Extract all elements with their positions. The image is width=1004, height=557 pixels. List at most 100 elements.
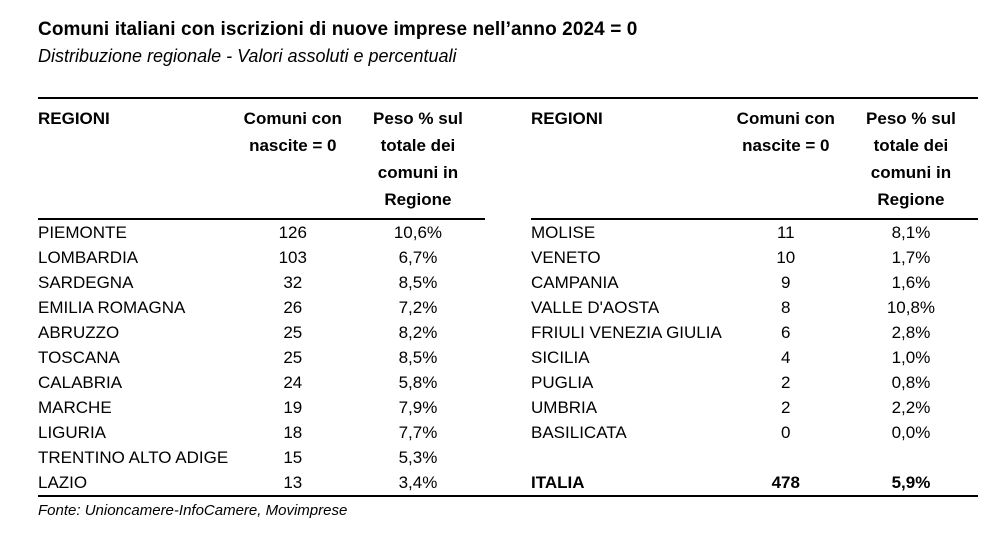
share-cell: 8,1%	[891, 223, 931, 242]
count-cell: 8	[781, 298, 791, 317]
table-total-row: ITALIA 478 5,9%	[531, 470, 978, 495]
table-row: EMILIA ROMAGNA 26 7,2%	[38, 295, 485, 320]
region-cell: MOLISE	[531, 223, 596, 242]
count-cell: 18	[283, 423, 303, 442]
count-cell: 11	[776, 223, 795, 242]
table-row	[531, 445, 978, 470]
table-row: TRENTINO ALTO ADIGE 15 5,3%	[38, 445, 485, 470]
table-row: VALLE D'AOSTA 8 10,8%	[531, 295, 978, 320]
source-note: Fonte: Unioncamere-InfoCamere, Movimpres…	[38, 502, 348, 519]
count-cell: 19	[283, 398, 303, 417]
share-cell: 8,2%	[398, 323, 438, 342]
count-cell: 25	[283, 323, 303, 342]
table-body: PIEMONTE 126 10,6% LOMBARDIA 103 6,7% SARDEGNA…	[38, 220, 978, 495]
table-row: LAZIO 13 3,4%	[38, 470, 485, 495]
column-header-count: Comuni con nascite = 0	[736, 109, 835, 155]
column-header-share: Peso % sul totale dei comuni in Regione	[373, 109, 463, 209]
table-row: LOMBARDIA 103 6,7%	[38, 245, 485, 270]
count-cell: 13	[283, 473, 303, 492]
share-cell: 3,4%	[398, 473, 438, 492]
share-cell: 1,6%	[891, 273, 931, 292]
share-cell: 1,7%	[891, 248, 931, 267]
regions-table: REGIONI Comuni con nascite = 0 Peso % su…	[38, 97, 978, 497]
table-left-half-header: REGIONI Comuni con nascite = 0 Peso % su…	[38, 99, 485, 220]
share-cell: 0,8%	[891, 373, 931, 392]
count-cell	[728, 445, 844, 470]
region-cell: FRIULI VENEZIA GIULIA	[531, 323, 722, 342]
table-row: TOSCANA 25 8,5%	[38, 345, 485, 370]
share-cell: 5,8%	[398, 373, 438, 392]
share-cell: 8,5%	[398, 348, 438, 367]
region-cell: CAMPANIA	[531, 273, 619, 292]
count-cell: 15	[283, 448, 303, 467]
share-cell: 5,9%	[891, 473, 931, 492]
right-rows: MOLISE 11 8,1% VENETO 10 1,7% CAMPANIA 9 1,6% VAL…	[531, 220, 978, 495]
table-header-row: REGIONI Comuni con nascite = 0 Peso % su…	[38, 99, 978, 220]
left-rows: PIEMONTE 126 10,6% LOMBARDIA 103 6,7% SARDEGNA…	[38, 220, 485, 495]
table-right-half-header: REGIONI Comuni con nascite = 0 Peso % su…	[531, 99, 978, 220]
region-cell: TOSCANA	[38, 348, 120, 367]
region-cell: EMILIA ROMAGNA	[38, 298, 186, 317]
table-row: CALABRIA 24 5,8%	[38, 370, 485, 395]
share-cell: 7,2%	[398, 298, 438, 317]
region-cell: UMBRIA	[531, 398, 598, 417]
count-cell: 478	[771, 473, 800, 492]
count-cell: 6	[781, 323, 791, 342]
count-cell: 26	[283, 298, 303, 317]
region-cell: SARDEGNA	[38, 273, 134, 292]
table-row: UMBRIA 2 2,2%	[531, 395, 978, 420]
table-row: CAMPANIA 9 1,6%	[531, 270, 978, 295]
page-title: Comuni italiani con iscrizioni di nuove …	[38, 19, 638, 40]
table-row: LIGURIA 18 7,7%	[38, 420, 485, 445]
count-cell: 2	[781, 373, 791, 392]
table-row: FRIULI VENEZIA GIULIA 6 2,8%	[531, 320, 978, 345]
count-cell: 2	[781, 398, 791, 417]
count-cell: 25	[283, 348, 303, 367]
table-row: BASILICATA 0 0,0%	[531, 420, 978, 445]
share-cell: 2,8%	[891, 323, 931, 342]
column-header-regions: REGIONI	[38, 109, 110, 128]
table-row: MOLISE 11 8,1%	[531, 220, 978, 245]
share-cell	[844, 445, 978, 470]
share-cell: 8,5%	[398, 273, 438, 292]
page-subtitle: Distribuzione regionale - Valori assolut…	[38, 46, 457, 66]
region-cell: LOMBARDIA	[38, 248, 139, 267]
share-cell: 6,7%	[398, 248, 438, 267]
share-cell: 2,2%	[891, 398, 931, 417]
count-cell: 9	[781, 273, 791, 292]
count-cell: 126	[278, 223, 307, 242]
count-cell: 4	[781, 348, 791, 367]
share-cell: 10,6%	[393, 223, 443, 242]
count-cell: 24	[283, 373, 303, 392]
region-cell: ABRUZZO	[38, 323, 120, 342]
share-cell: 1,0%	[891, 348, 931, 367]
table-row: PIEMONTE 126 10,6%	[38, 220, 485, 245]
region-cell: LAZIO	[38, 473, 88, 492]
table-row: ABRUZZO 25 8,2%	[38, 320, 485, 345]
column-header-share: Peso % sul totale dei comuni in Regione	[866, 109, 956, 209]
count-cell: 32	[283, 273, 303, 292]
region-cell: VENETO	[531, 248, 601, 267]
region-cell	[531, 445, 728, 470]
count-cell: 0	[781, 423, 791, 442]
column-header-count: Comuni con nascite = 0	[243, 109, 342, 155]
region-cell: BASILICATA	[531, 423, 627, 442]
table-row: MARCHE 19 7,9%	[38, 395, 485, 420]
share-cell: 5,3%	[398, 448, 438, 467]
table-row: SARDEGNA 32 8,5%	[38, 270, 485, 295]
region-cell: TRENTINO ALTO ADIGE	[38, 448, 229, 467]
region-cell: PUGLIA	[531, 373, 594, 392]
region-cell: SICILIA	[531, 348, 590, 367]
count-cell: 10	[776, 248, 796, 267]
region-cell: LIGURIA	[38, 423, 107, 442]
share-cell: 0,0%	[891, 423, 931, 442]
region-cell: PIEMONTE	[38, 223, 127, 242]
table-row: PUGLIA 2 0,8%	[531, 370, 978, 395]
share-cell: 10,8%	[886, 298, 936, 317]
table-row: SICILIA 4 1,0%	[531, 345, 978, 370]
share-cell: 7,7%	[398, 423, 438, 442]
region-cell: MARCHE	[38, 398, 112, 417]
region-cell: CALABRIA	[38, 373, 123, 392]
region-cell: ITALIA	[531, 473, 585, 492]
